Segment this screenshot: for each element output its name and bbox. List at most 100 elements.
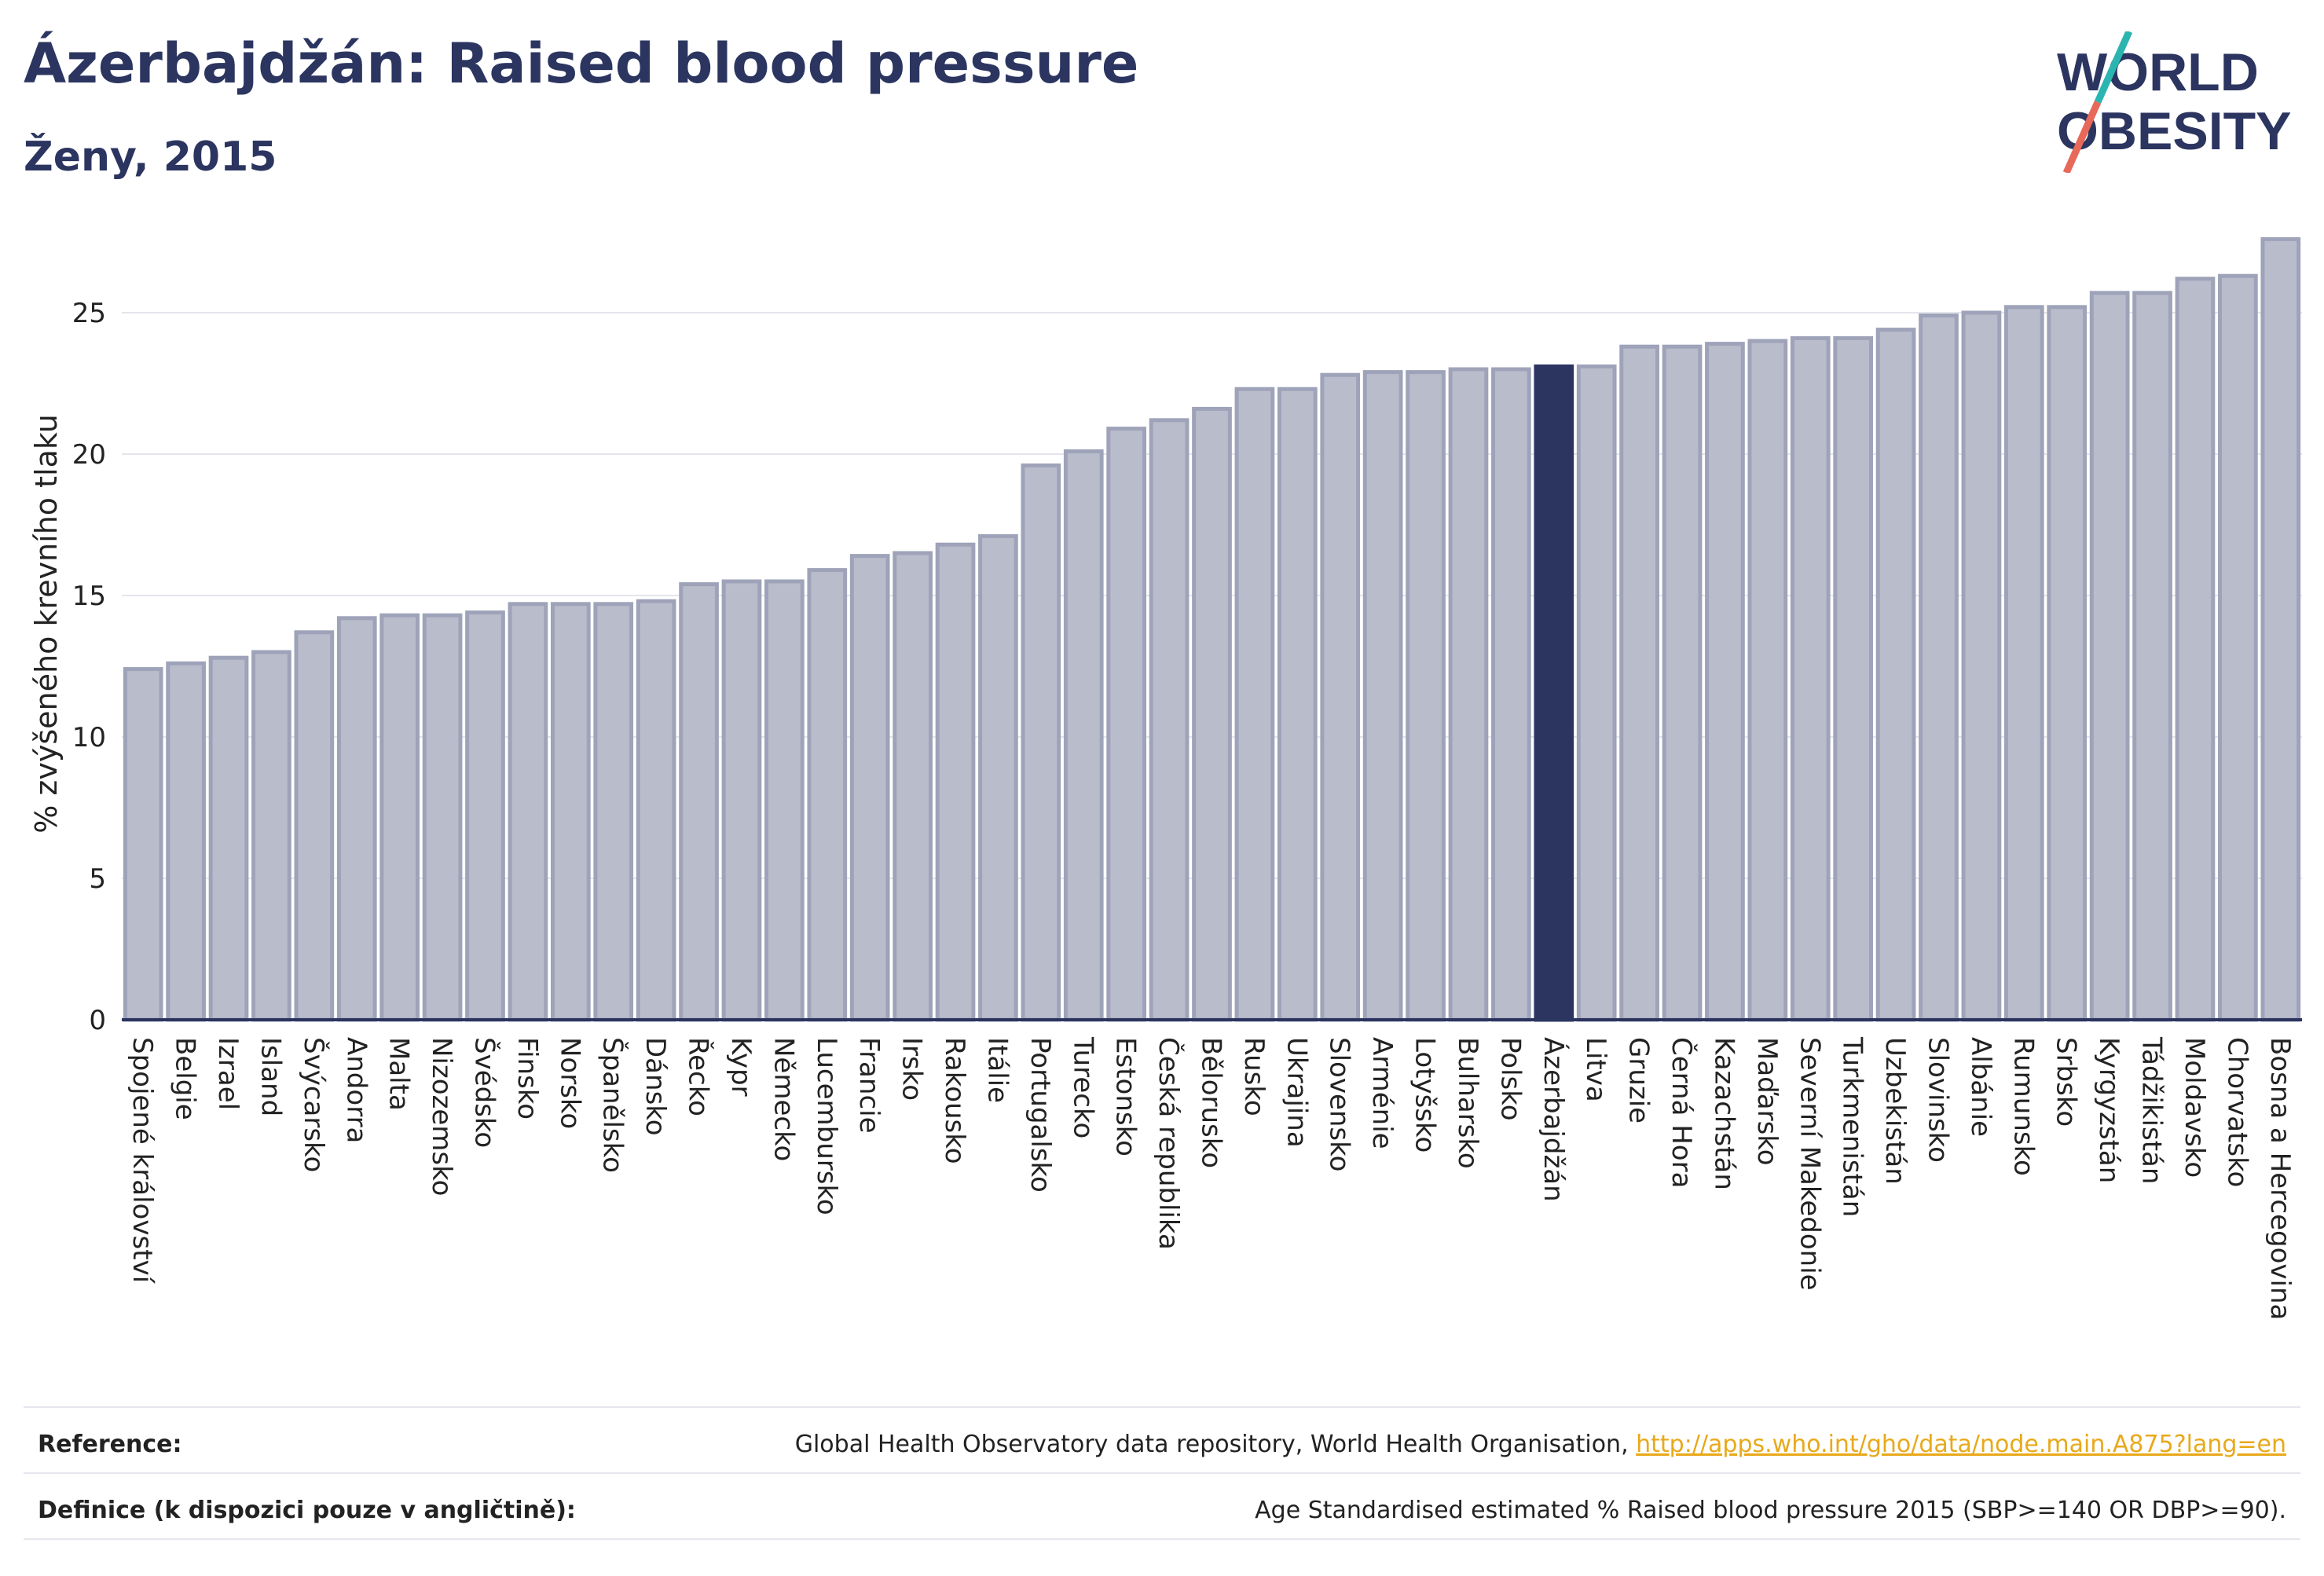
x-tick-label: Polsko [1494,1037,1526,1121]
bar [893,551,933,1022]
bar [1277,387,1318,1022]
x-tick-label: Izrael [212,1037,244,1110]
bar [1576,364,1617,1022]
bar [1705,342,1745,1022]
chart-subtitle: Ženy, 2015 [24,134,277,181]
x-tick-label: Španělsko [597,1037,629,1173]
x-tick-label: Slovinsko [1923,1037,1954,1163]
bar [593,602,634,1022]
x-tick-label: Lotyšsko [1409,1037,1441,1153]
x-tick-label: Tádžikistán [2136,1036,2168,1184]
y-tick-label: 20 [72,439,106,471]
x-tick-label: Spojené království [126,1037,158,1285]
bar [2132,291,2172,1022]
reference-label: Reference: [38,1430,182,1458]
bar [294,630,335,1022]
x-tick-label: Česká republika [1153,1037,1185,1250]
x-tick-label: Andorra [340,1037,372,1143]
bar [1833,335,1874,1022]
bar [1234,387,1275,1022]
bar [1320,372,1361,1022]
bar [1875,328,1916,1022]
x-tick-label: Itálie [981,1037,1013,1103]
bar [1919,313,1959,1022]
x-tick-label: Island [255,1037,286,1116]
x-tick-label: Švédsko [469,1037,501,1148]
bar [636,599,676,1022]
y-tick-label: 10 [72,722,106,753]
x-tick-label: Maďarsko [1751,1037,1783,1166]
x-tick-label: Albánie [1965,1037,1996,1137]
x-tick-label: Řecko [683,1037,715,1116]
bar [1790,335,1831,1022]
x-tick-label: Srbsko [2051,1037,2082,1127]
y-tick-label: 5 [89,863,106,895]
x-tick-label: Estonsko [1110,1037,1142,1156]
bar [208,655,249,1022]
x-tick-label: Uzbekistán [1879,1037,1911,1185]
bar [2089,291,2130,1022]
bar [1619,344,1659,1022]
x-tick-label: Rakousko [939,1037,970,1164]
bar [2218,273,2258,1022]
bar [379,613,420,1022]
reference-value: Global Health Observatory data repositor… [795,1431,2300,1458]
bar [508,602,548,1022]
reference-row: Reference: Global Health Observatory dat… [24,1413,2300,1475]
definition-text: Age Standardised estimated % Raised bloo… [1255,1496,2286,1524]
bar [849,554,890,1022]
bar [1063,449,1104,1022]
x-tick-label: Norsko [554,1037,585,1129]
bar [123,667,163,1022]
x-tick-label: Francie [853,1037,885,1134]
x-tick-label: Severní Makedonie [1794,1037,1825,1291]
bar [2175,277,2216,1022]
bar [1192,406,1232,1022]
y-axis-label: % zvýšeného krevního tlaku [29,414,64,834]
x-tick-label: Finsko [511,1037,543,1120]
x-tick-label: Ázerbajdžán [1538,1037,1570,1202]
bar [978,533,1018,1022]
bar [2260,236,2301,1022]
bar [679,582,719,1022]
bar [1106,427,1147,1022]
x-tick-label: Slovensko [1324,1037,1355,1171]
x-tick-label: Belgie [170,1037,201,1120]
bar [1662,344,1703,1022]
bar [2003,305,2044,1022]
footer-divider [24,1472,2300,1474]
definition-label: Definice (k dispozici pouze v angličtině… [38,1496,576,1524]
bar [1747,339,1788,1022]
x-tick-label: Švýcarsko [298,1037,330,1172]
y-tick-label: 15 [72,581,106,612]
bar [807,568,848,1022]
x-tick-label: Gruzie [1623,1037,1655,1123]
bar [2047,305,2088,1022]
reference-link[interactable]: http://apps.who.int/gho/data/node.main.A… [1636,1430,2286,1458]
bar [251,650,291,1022]
bar [1406,370,1446,1022]
footer-divider [24,1406,2300,1408]
x-tick-label: Litva [1580,1037,1611,1102]
x-tick-label: Bělorusko [1196,1037,1227,1168]
y-tick-label: 25 [72,298,106,329]
x-tick-label: Chorvatsko [2221,1037,2253,1187]
definition-row: Definice (k dispozici pouze v angličtině… [24,1479,2300,1541]
bar [1961,310,2002,1022]
world-obesity-logo: WORLD OBESITY [2057,31,2292,173]
bar [550,602,591,1022]
x-tick-label: Lucembursko [811,1037,842,1215]
chart-title: Ázerbajdžán: Raised blood pressure [24,31,1139,96]
x-tick-label: Rusko [1238,1037,1270,1116]
x-tick-label: Bosna a Hercegovina [2264,1037,2296,1320]
bar [166,661,206,1022]
x-tick-label: Turkmenistán [1837,1036,1868,1217]
x-tick-label: Německo [768,1037,799,1161]
x-tick-label: Ukrajina [1281,1037,1312,1148]
x-tick-label: Dánsko [640,1037,671,1136]
x-tick-label: Černá Hora [1666,1037,1698,1188]
bar-highlighted [1534,364,1574,1022]
bar-chart: 0 5 10 15 20 25 % zvýšeného krevního tlaku Spoj… [29,236,2302,1320]
bar [1448,367,1489,1022]
x-tick-label: Irsko [896,1037,928,1101]
